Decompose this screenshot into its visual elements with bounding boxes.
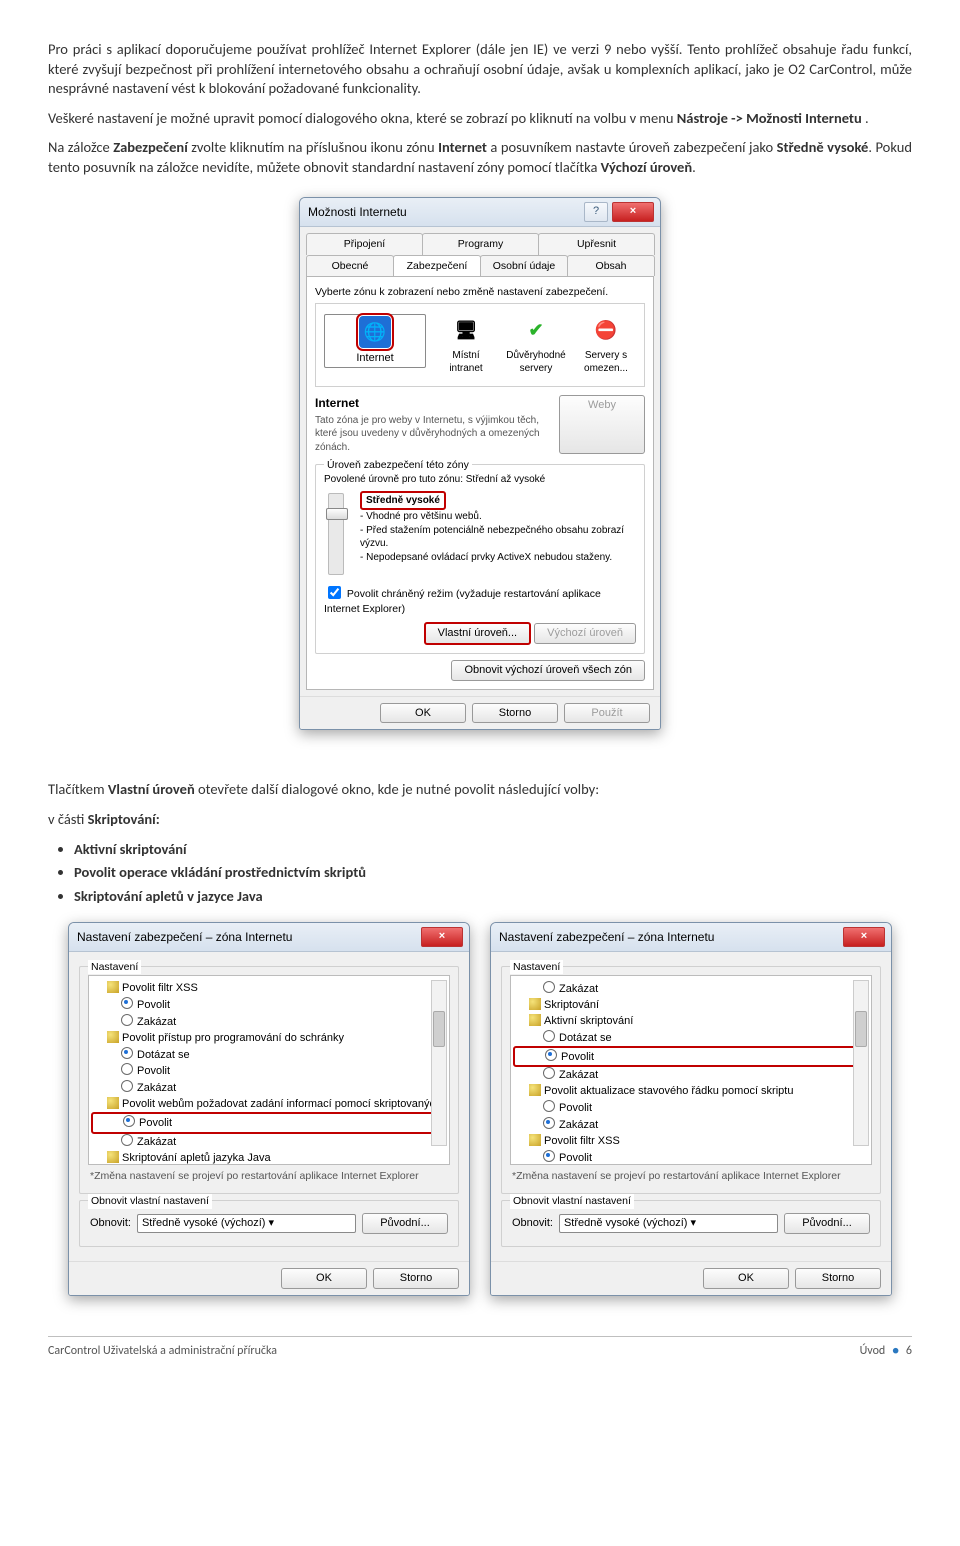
radio[interactable] [121,1063,133,1075]
setting-node[interactable]: Zakázat [93,1014,445,1030]
radio[interactable] [121,1014,133,1026]
security-settings-dialog-right: Nastavení zabezpečení – zóna Internetu×N… [490,922,892,1296]
security-settings-dialog-left: Nastavení zabezpečení – zóna Internetu×N… [68,922,470,1296]
tab-programy[interactable]: Programy [422,233,539,254]
setting-node[interactable]: Povolit [515,1100,867,1116]
radio[interactable] [543,1150,555,1162]
radio[interactable] [123,1115,135,1127]
setting-node[interactable]: Zakázat [93,1080,445,1096]
internet-options-dialog: Možnosti Internetu ? × PřipojeníProgramy… [299,197,661,730]
shield-icon [529,1134,541,1146]
setting-node[interactable]: Povolit [517,1049,865,1065]
setting-node: Povolit aktualizace stavového řádku pomo… [515,1084,867,1099]
ok-button[interactable]: OK [380,703,466,724]
dot-icon: ● [888,1344,903,1358]
zone-0[interactable]: 🌐Internet [324,314,426,368]
setting-node[interactable]: Zakázat [515,981,867,997]
setting-node: Povolit filtr XSS [93,981,445,996]
setting-node: Povolit webům požadovat zadání informací… [93,1097,445,1112]
bullet-3: Skriptování apletů v jazyce Java [74,887,263,905]
tab-osobní údaje[interactable]: Osobní údaje [480,255,568,276]
radio[interactable] [543,981,555,993]
shield-icon [107,1151,119,1163]
shield-icon [529,1014,541,1026]
radio[interactable] [121,1080,133,1092]
reset-select[interactable]: Středně vysoké (výchozí) ▾ [559,1214,778,1233]
para-4: Tlačítkem Vlastní úroveň otevřete další … [48,780,912,800]
tab-obecné[interactable]: Obecné [306,255,394,276]
radio[interactable] [121,1047,133,1059]
radio[interactable] [121,1134,133,1146]
bullet-1: Aktivní skriptování [74,840,187,858]
shield-icon [529,1084,541,1096]
setting-node[interactable]: Povolit [93,1063,445,1079]
cancel-button[interactable]: Storno [795,1268,881,1289]
zone-heading: Internet [315,396,359,410]
radio[interactable] [545,1049,557,1061]
setting-node[interactable]: Dotázat se [93,1047,445,1063]
para-2: Veškeré nastavení je možné upravit pomoc… [48,109,912,129]
setting-node[interactable]: Povolit [515,1150,867,1166]
close-button[interactable]: × [612,202,654,222]
shield-icon [107,1097,119,1109]
reset-all-zones-button[interactable]: Obnovit výchozí úroveň všech zón [451,660,645,681]
para-3: Na záložce Zabezpečení zvolte kliknutím … [48,138,912,177]
setting-node: Povolit přístup pro programování do schr… [93,1031,445,1046]
protected-mode-checkbox[interactable] [328,586,341,599]
zone-3[interactable]: ⛔Servery s omezen... [576,314,636,376]
sites-button[interactable]: Weby [559,395,645,454]
radio[interactable] [543,1030,555,1042]
ok-button[interactable]: OK [703,1268,789,1289]
setting-node[interactable]: Zakázat [93,1134,445,1150]
tab-obsah[interactable]: Obsah [567,255,655,276]
para-5: v části Skriptování: [48,810,912,830]
close-button[interactable]: × [421,927,463,947]
dialog-title: Možnosti Internetu [308,204,584,220]
zone-description: Tato zóna je pro weby v Internetu, s výj… [315,414,551,455]
custom-level-button[interactable]: Vlastní úroveň... [424,622,532,645]
setting-node: Skriptování apletů jazyka Java [93,1151,445,1166]
zone-1[interactable]: 🖥Místní intranet [436,314,496,376]
radio[interactable] [543,1067,555,1079]
reset-button[interactable]: Původní... [362,1213,448,1234]
para-1: Pro práci s aplikací doporučujeme použív… [48,40,912,99]
close-button[interactable]: × [843,927,885,947]
radio[interactable] [121,997,133,1009]
shield-icon [529,998,541,1010]
radio[interactable] [543,1100,555,1112]
zone-prompt: Vyberte zónu k zobrazení nebo změně nast… [315,285,645,299]
cancel-button[interactable]: Storno [472,703,558,724]
scrollbar[interactable] [853,980,869,1146]
default-level-button[interactable]: Výchozí úroveň [534,623,636,644]
ok-button[interactable]: OK [281,1268,367,1289]
security-level-name: Středně vysoké [366,495,440,506]
security-slider[interactable] [328,493,344,575]
setting-node[interactable]: Povolit [93,997,445,1013]
shield-icon [107,1031,119,1043]
setting-node: Aktivní skriptování [515,1014,867,1029]
scrollbar[interactable] [431,980,447,1146]
tab-připojení[interactable]: Připojení [306,233,423,254]
setting-node[interactable]: Zakázat [515,1067,867,1083]
setting-node[interactable]: Zakázat [515,1117,867,1133]
reset-select[interactable]: Středně vysoké (výchozí) ▾ [137,1214,356,1233]
page-footer: CarControl Uživatelská a administrační p… [48,1336,912,1359]
cancel-button[interactable]: Storno [373,1268,459,1289]
setting-node[interactable]: Dotázat se [515,1030,867,1046]
tab-zabezpečení[interactable]: Zabezpečení [393,255,481,276]
radio[interactable] [543,1117,555,1129]
setting-node: Skriptování [515,998,867,1013]
bullet-2: Povolit operace vkládání prostřednictvím… [74,863,366,881]
reset-button[interactable]: Původní... [784,1213,870,1234]
apply-button[interactable]: Použít [564,703,650,724]
bullet-list: Aktivní skriptování Povolit operace vklá… [48,840,912,907]
footer-left: CarControl Uživatelská a administrační p… [48,1343,277,1359]
zone-2[interactable]: ✔Důvěryhodné servery [506,314,566,376]
shield-icon [107,981,119,993]
setting-node[interactable]: Povolit [95,1115,443,1131]
help-button[interactable]: ? [584,202,608,222]
tab-upřesnit[interactable]: Upřesnit [538,233,655,254]
setting-node: Povolit filtr XSS [515,1134,867,1149]
